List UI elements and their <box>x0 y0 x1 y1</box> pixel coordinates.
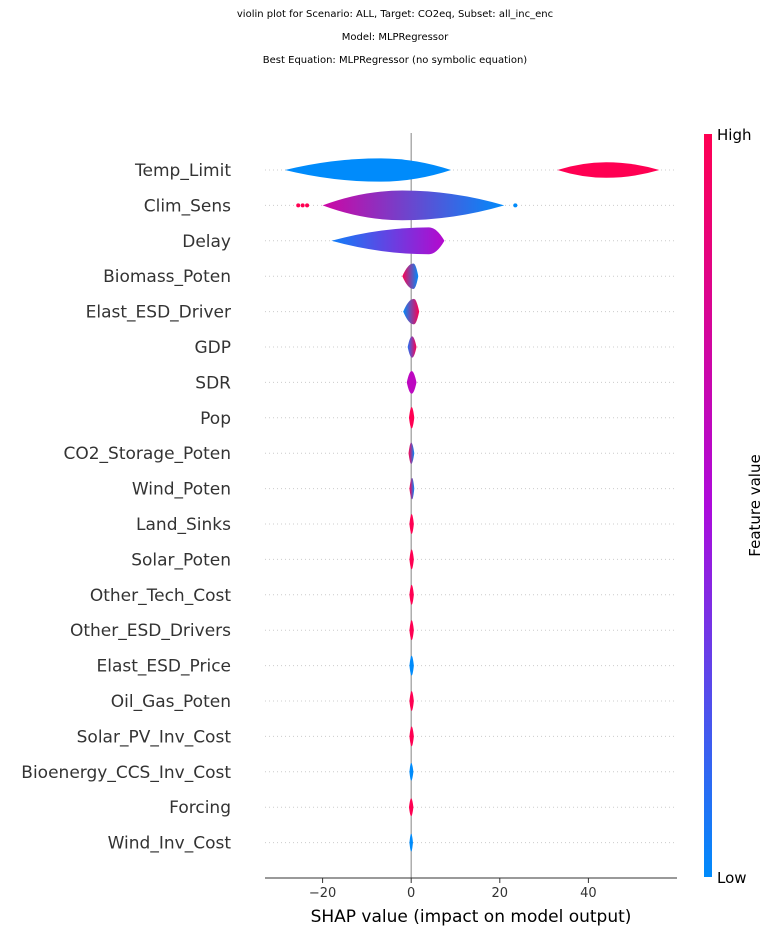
outlier-point <box>296 203 301 208</box>
feature-label: Forcing <box>169 798 231 818</box>
feature-label: Solar_Poten <box>131 550 231 570</box>
feature-label: Elast_ESD_Driver <box>86 303 231 323</box>
violin-shape <box>557 162 660 178</box>
x-tick-label: −20 <box>309 886 336 901</box>
violin-shape <box>409 691 414 711</box>
violin-shape <box>409 477 415 500</box>
x-tick-label: 20 <box>492 886 509 901</box>
violin-shape <box>403 298 420 325</box>
violin-shape <box>409 549 414 570</box>
violin-shape <box>409 762 414 781</box>
feature-label: CO2_Storage_Poten <box>63 444 231 464</box>
colorbar-low-label: Low <box>717 869 747 887</box>
x-axis-title: SHAP value (impact on model output) <box>311 907 632 927</box>
outlier-point <box>300 203 305 208</box>
feature-labels-group: Temp_Limit Clim_Sens Delay Biomass_Poten Ela… <box>21 161 231 854</box>
feature-label: Temp_Limit <box>134 161 231 181</box>
feature-label: Oil_Gas_Poten <box>111 692 231 712</box>
x-axis: −20 0 20 40 <box>265 877 677 901</box>
feature-label: Delay <box>182 232 231 252</box>
violin-shape <box>409 726 414 747</box>
chart-title-line-1: violin plot for Scenario: ALL, Target: C… <box>236 9 554 20</box>
chart-title-line-3: Best Equation: MLPRegressor (no symbolic… <box>262 55 528 66</box>
feature-label: Other_ESD_Drivers <box>70 621 231 641</box>
feature-label: Bioenergy_CCS_Inv_Cost <box>21 763 231 783</box>
feature-label: Wind_Inv_Cost <box>108 834 232 854</box>
feature-gridlines <box>265 169 677 844</box>
violin-shape <box>409 584 414 605</box>
violin-shape <box>408 407 415 429</box>
chart-title-line-2: Model: MLPRegressor <box>341 32 449 43</box>
feature-label: Solar_PV_Inv_Cost <box>77 727 232 747</box>
violin-shape <box>408 442 415 464</box>
feature-label: Land_Sinks <box>136 515 231 535</box>
violin-shape <box>408 798 414 817</box>
feature-label: Elast_ESD_Price <box>97 657 232 677</box>
violin-shape <box>284 158 452 182</box>
violin-shape <box>406 371 417 394</box>
violin-shape <box>402 263 419 289</box>
x-tick-label: 0 <box>407 886 415 901</box>
feature-label: Clim_Sens <box>144 196 231 216</box>
feature-label: Biomass_Poten <box>103 267 231 287</box>
violin-shape <box>331 227 445 255</box>
feature-label: SDR <box>195 373 231 393</box>
colorbar: High Low Feature value <box>704 126 764 887</box>
violin-shape <box>409 655 414 676</box>
outlier-point <box>305 203 310 208</box>
feature-label: Pop <box>200 409 231 429</box>
colorbar-high-label: High <box>717 126 751 144</box>
violin-shape <box>409 620 414 641</box>
feature-label: Wind_Poten <box>132 480 231 500</box>
outlier-point <box>513 203 518 208</box>
colorbar-gradient <box>704 134 712 877</box>
x-tick-label: 40 <box>580 886 597 901</box>
feature-label: GDP <box>194 338 231 358</box>
feature-label: Other_Tech_Cost <box>90 586 231 606</box>
violins-group <box>284 158 660 852</box>
violin-shape <box>407 336 417 358</box>
violin-shape <box>409 514 414 534</box>
violin-shape <box>409 833 413 852</box>
violin-shape <box>322 190 505 221</box>
colorbar-title: Feature value <box>746 454 764 556</box>
